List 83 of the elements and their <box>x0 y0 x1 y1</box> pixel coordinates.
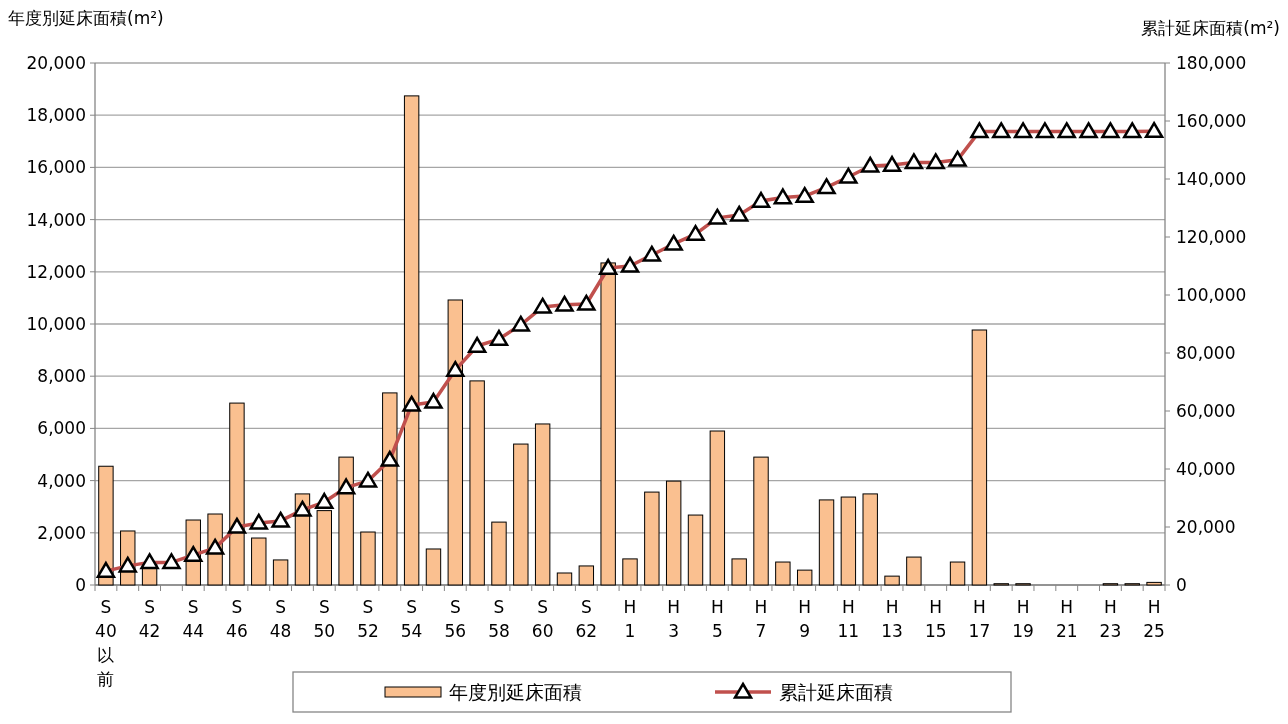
bar <box>382 392 398 586</box>
bar <box>665 480 682 586</box>
x-tick-label: S56 <box>444 597 467 641</box>
y-tick-label: 10,000 <box>26 314 86 334</box>
bar <box>731 558 747 586</box>
bar <box>360 531 376 586</box>
y-tick-label: 0 <box>75 575 86 595</box>
bar <box>272 559 289 586</box>
y-tick-label: 16,000 <box>26 157 86 178</box>
bar <box>796 569 813 586</box>
bar <box>949 561 966 586</box>
y-tick-label: 4,000 <box>37 470 86 491</box>
y-tick-label: 14,000 <box>26 209 86 230</box>
y2-tick-label: 160,000 <box>1176 111 1247 131</box>
y-axis-title: 年度別延床面積(m²) <box>8 8 164 28</box>
y2-tick-label: 120,000 <box>1176 227 1247 247</box>
y2-tick-label: 80,000 <box>1176 343 1236 363</box>
x-tick-label: S60 <box>531 597 554 641</box>
bar <box>862 493 878 586</box>
x-tick-label: H9 <box>798 597 812 641</box>
bar <box>491 521 507 586</box>
x-tick-label: S54 <box>400 597 423 641</box>
x-tick-label: H17 <box>968 597 991 641</box>
bar <box>578 565 595 586</box>
x-tick-label: H21 <box>1055 597 1078 641</box>
legend-label: 年度別延床面積 <box>449 681 582 703</box>
x-tick-label: S62 <box>575 597 598 641</box>
bar <box>534 423 551 586</box>
bar <box>338 456 354 586</box>
y-tick-label: 18,000 <box>26 105 86 126</box>
x-tick-label: S42 <box>138 597 161 641</box>
bar <box>644 491 660 586</box>
y2-tick-label: 60,000 <box>1176 401 1236 421</box>
y-tick-label: 20,000 <box>26 53 86 73</box>
bar <box>818 499 835 586</box>
bar <box>753 456 769 586</box>
y-tick-label: 2,000 <box>37 522 86 543</box>
bar <box>251 537 267 586</box>
y2-tick-label: 0 <box>1176 575 1187 595</box>
x-tick-label: H15 <box>924 597 947 641</box>
y2-axis-title: 累計延床面積(m²) <box>1141 18 1280 38</box>
x-tick-label: H5 <box>710 597 724 641</box>
bar <box>775 561 791 586</box>
y2-tick-label: 40,000 <box>1176 459 1236 479</box>
y-tick-label: 8,000 <box>37 366 86 387</box>
y-tick-label: 6,000 <box>37 418 86 439</box>
bar <box>971 329 988 586</box>
y2-tick-label: 100,000 <box>1176 285 1247 305</box>
bar <box>229 402 245 586</box>
x-tick-label: H25 <box>1143 597 1165 641</box>
bar <box>403 95 420 586</box>
bar <box>513 443 529 586</box>
x-tick-label: H3 <box>667 597 681 641</box>
legend-label: 累計延床面積 <box>779 681 893 703</box>
bar <box>687 514 704 586</box>
x-tick-label: S46 <box>226 597 248 641</box>
bar <box>600 262 616 586</box>
y-tick-label: 12,000 <box>26 261 86 282</box>
x-tick-label: H19 <box>1012 597 1034 641</box>
x-tick-label: H13 <box>881 597 903 641</box>
bar <box>884 575 900 586</box>
bar <box>1146 581 1162 586</box>
bar <box>447 299 464 586</box>
x-tick-label: S58 <box>488 597 510 641</box>
y2-tick-label: 180,000 <box>1176 53 1247 73</box>
y2-tick-label: 20,000 <box>1176 517 1236 537</box>
y2-tick-label: 140,000 <box>1176 169 1247 189</box>
bar <box>425 548 442 586</box>
x-tick-label: S40以前 <box>95 597 117 689</box>
x-tick-label: S44 <box>182 597 205 641</box>
bar <box>622 558 638 586</box>
bar <box>469 380 485 586</box>
x-tick-label: H23 <box>1099 597 1122 641</box>
bar <box>556 572 573 586</box>
x-tick-label: H11 <box>837 597 860 641</box>
x-tick-label: H7 <box>754 597 768 641</box>
x-tick-label: H1 <box>623 597 637 641</box>
x-tick-label: S52 <box>357 597 379 641</box>
x-tick-label: S50 <box>313 597 336 641</box>
bar <box>906 556 922 586</box>
x-tick-label: S48 <box>269 597 292 641</box>
bar <box>709 430 726 586</box>
bar <box>840 496 857 586</box>
